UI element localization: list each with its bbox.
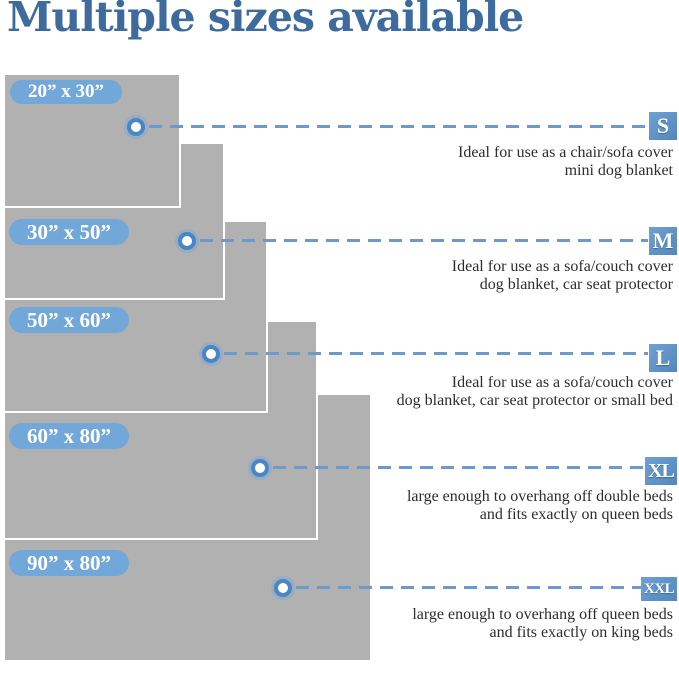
callout-line-xl [273,466,645,469]
description-line-1: Ideal for use as a sofa/couch cover [451,258,673,275]
size-description-l: Ideal for use as a sofa/couch cover dog … [333,374,673,409]
size-description-m: Ideal for use as a sofa/couch cover dog … [333,258,673,293]
callout-dot-xxl [274,579,292,597]
size-description-xl: large enough to overhang off double beds… [333,488,673,523]
dimension-label-xxl: 90” x 80” [9,550,129,576]
dimension-label-l: 50” x 60” [9,307,129,333]
callout-line-xxl [296,586,641,589]
description-line-2: and fits exactly on queen beds [479,505,673,523]
size-badge-m: M [649,227,677,255]
description-line-1: Ideal for use as a sofa/couch cover [451,374,673,391]
size-description-s: Ideal for use as a chair/sofa cover mini… [333,144,673,179]
size-badge-xl: XL [645,457,677,485]
callout-dot-m [178,232,196,250]
description-line-2: dog blanket, car seat protector or small… [396,391,673,409]
description-line-1: Ideal for use as a chair/sofa cover [458,144,673,161]
page-title: Multiple sizes available [7,0,524,41]
description-line-2: dog blanket, car seat protector [479,275,673,293]
size-badge-s: S [649,112,677,140]
callout-dot-l [202,345,220,363]
callout-dot-s [127,118,145,136]
callout-line-s [149,125,648,128]
size-badge-l: L [649,344,677,372]
callout-line-m [200,239,648,242]
description-line-1: large enough to overhang off queen beds [412,606,673,623]
dimension-label-xl: 60” x 80” [9,423,129,449]
dimension-label-m: 30” x 50” [9,219,129,245]
size-badge-xxl: XXL [641,577,677,601]
callout-dot-xl [251,459,269,477]
dimension-label-s: 20” x 30” [10,80,122,104]
description-line-1: large enough to overhang off double beds [406,488,673,505]
callout-line-l [224,352,648,355]
size-description-xxl: large enough to overhang off queen beds … [333,606,673,641]
description-line-2: and fits exactly on king beds [489,623,673,641]
description-line-2: mini dog blanket [564,161,673,179]
